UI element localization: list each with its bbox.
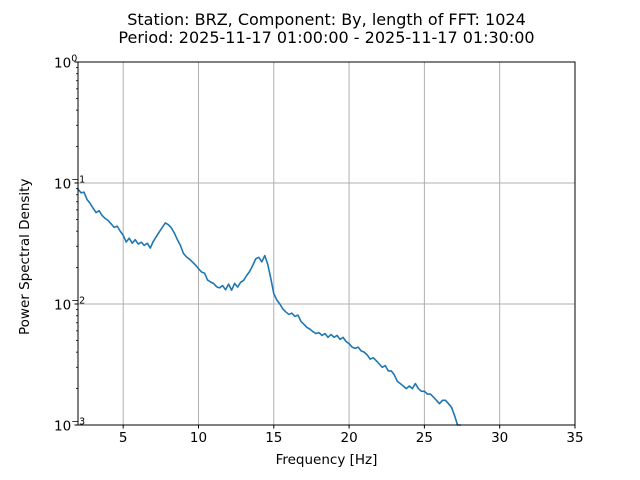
axes-box (77, 61, 576, 426)
x-tick-label-35: 35 (566, 430, 583, 446)
y-tick-label-1e0: 100 (54, 54, 77, 72)
x-axis-label: Frequency [Hz] (275, 452, 378, 468)
x-tick-label-10: 10 (190, 430, 207, 446)
axes-layer (74, 61, 576, 429)
chart-title: Station: BRZ, Component: By, length of F… (78, 11, 575, 47)
x-tick-label-15: 15 (265, 430, 282, 446)
y-tick-label-1e-1: 10−1 (54, 175, 85, 193)
psd-line (77, 188, 462, 426)
x-tick-label-25: 25 (416, 430, 433, 446)
y-axis-label: Power Spectral Density (17, 178, 33, 335)
data-layer (77, 188, 462, 426)
x-tick-label-5: 5 (119, 430, 128, 446)
chart-title-line-2: Period: 2025-11-17 01:00:00 - 2025-11-17… (118, 28, 535, 47)
y-tick-label-1e-2: 10−2 (54, 296, 85, 314)
y-tick-label-1e-3: 10−3 (54, 417, 85, 435)
chart-title-line-1: Station: BRZ, Component: By, length of F… (127, 10, 526, 29)
tick-label-layer: 5 10 15 20 25 30 35 100 10−1 10−2 10−3 (54, 54, 584, 447)
x-tick-label-20: 20 (340, 430, 357, 446)
x-tick-label-30: 30 (491, 430, 508, 446)
